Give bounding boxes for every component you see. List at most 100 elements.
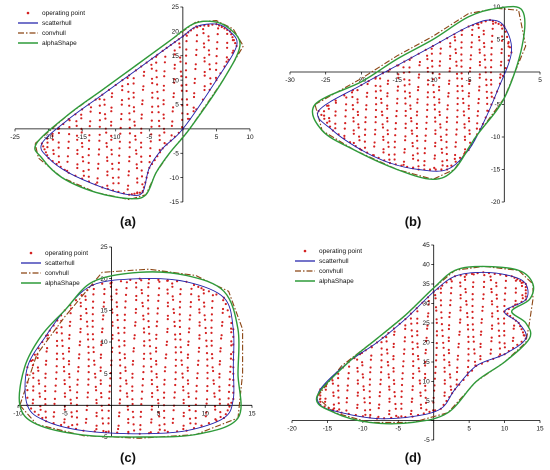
operating-point	[365, 108, 368, 111]
operating-point	[179, 288, 182, 291]
operating-point	[63, 408, 66, 411]
operating-point	[44, 397, 47, 401]
operating-point	[418, 73, 421, 76]
operating-point	[460, 77, 463, 80]
y-tick-label: 5	[104, 371, 108, 378]
legend: operating pointscatterhullconvhullalphaS…	[21, 250, 88, 287]
operating-point	[441, 164, 444, 167]
operating-point	[455, 370, 459, 374]
operating-point	[368, 396, 371, 399]
operating-point	[131, 410, 134, 413]
operating-point	[55, 365, 58, 368]
operating-point	[33, 410, 36, 413]
operating-point	[98, 139, 101, 142]
panel-1: -25 -20 -15 -10 -5 5 10-15-10-5510152025operat…	[10, 4, 254, 229]
operating-point	[412, 372, 415, 375]
operating-point	[213, 392, 216, 395]
operating-point	[424, 396, 427, 399]
operating-point	[170, 124, 173, 127]
operating-point	[387, 141, 390, 144]
operating-point	[87, 154, 90, 157]
operating-point	[381, 114, 384, 117]
operating-point	[150, 418, 153, 421]
operating-point	[458, 156, 462, 159]
operating-point	[187, 382, 190, 385]
operating-point	[379, 383, 382, 386]
operating-point	[431, 65, 434, 68]
operating-point	[443, 391, 446, 394]
operating-point	[164, 366, 167, 369]
operating-point	[478, 76, 481, 79]
operating-point	[186, 353, 190, 356]
operating-point	[106, 174, 109, 177]
operating-point	[506, 312, 509, 315]
operating-point	[63, 421, 66, 424]
operating-point	[187, 395, 190, 398]
operating-point	[151, 395, 154, 398]
operating-point	[150, 119, 153, 122]
operating-point	[334, 99, 337, 102]
operating-point	[125, 287, 128, 290]
operating-point	[133, 192, 136, 195]
operating-point	[172, 409, 175, 412]
operating-point	[395, 414, 398, 417]
operating-point	[141, 103, 144, 106]
operating-point	[156, 320, 159, 323]
operating-point	[368, 383, 371, 386]
operating-point	[393, 140, 396, 143]
operating-point	[442, 346, 445, 349]
operating-point	[319, 394, 322, 397]
operating-point	[416, 342, 419, 345]
operating-point	[442, 354, 446, 357]
operating-point	[455, 128, 458, 131]
operating-point	[128, 104, 131, 107]
operating-point	[140, 403, 143, 406]
operating-point	[446, 116, 449, 119]
operating-point	[198, 337, 201, 340]
operating-point	[489, 348, 493, 351]
operating-point	[95, 411, 98, 414]
operating-point	[126, 83, 130, 86]
y-tick-label: 25	[172, 4, 180, 11]
operating-point	[101, 409, 104, 412]
operating-point	[76, 163, 79, 166]
operating-point	[492, 22, 495, 25]
operating-point	[203, 56, 206, 59]
operating-point	[67, 425, 70, 428]
operating-point	[344, 115, 347, 118]
operating-point	[99, 379, 102, 382]
operating-point	[212, 369, 215, 373]
operating-point	[447, 92, 450, 95]
operating-point	[403, 336, 407, 339]
operating-point	[219, 415, 222, 419]
operating-point	[352, 108, 355, 111]
operating-point	[224, 302, 227, 306]
operating-point	[464, 287, 467, 291]
operating-point	[53, 397, 57, 400]
operating-point	[76, 166, 79, 170]
operating-point	[136, 192, 139, 195]
operating-point	[465, 303, 468, 306]
panel-label: (b)	[405, 214, 422, 229]
operating-point	[403, 348, 406, 351]
operating-point	[435, 318, 438, 321]
operating-point	[212, 379, 215, 382]
y-tick-label: 15	[100, 308, 108, 315]
operating-point	[423, 164, 426, 167]
operating-point	[503, 329, 506, 333]
operating-point	[217, 27, 220, 30]
operating-point	[411, 335, 414, 338]
operating-point	[221, 311, 224, 314]
operating-point	[513, 324, 516, 327]
operating-point	[107, 417, 110, 420]
operating-point	[469, 58, 472, 61]
operating-point	[116, 314, 119, 317]
operating-point	[416, 317, 419, 320]
operating-point	[101, 327, 104, 330]
operating-point	[416, 139, 419, 142]
operating-point	[209, 77, 212, 80]
operating-point	[149, 431, 152, 434]
y-tick-label: -15	[169, 199, 179, 206]
operating-point	[69, 402, 73, 405]
